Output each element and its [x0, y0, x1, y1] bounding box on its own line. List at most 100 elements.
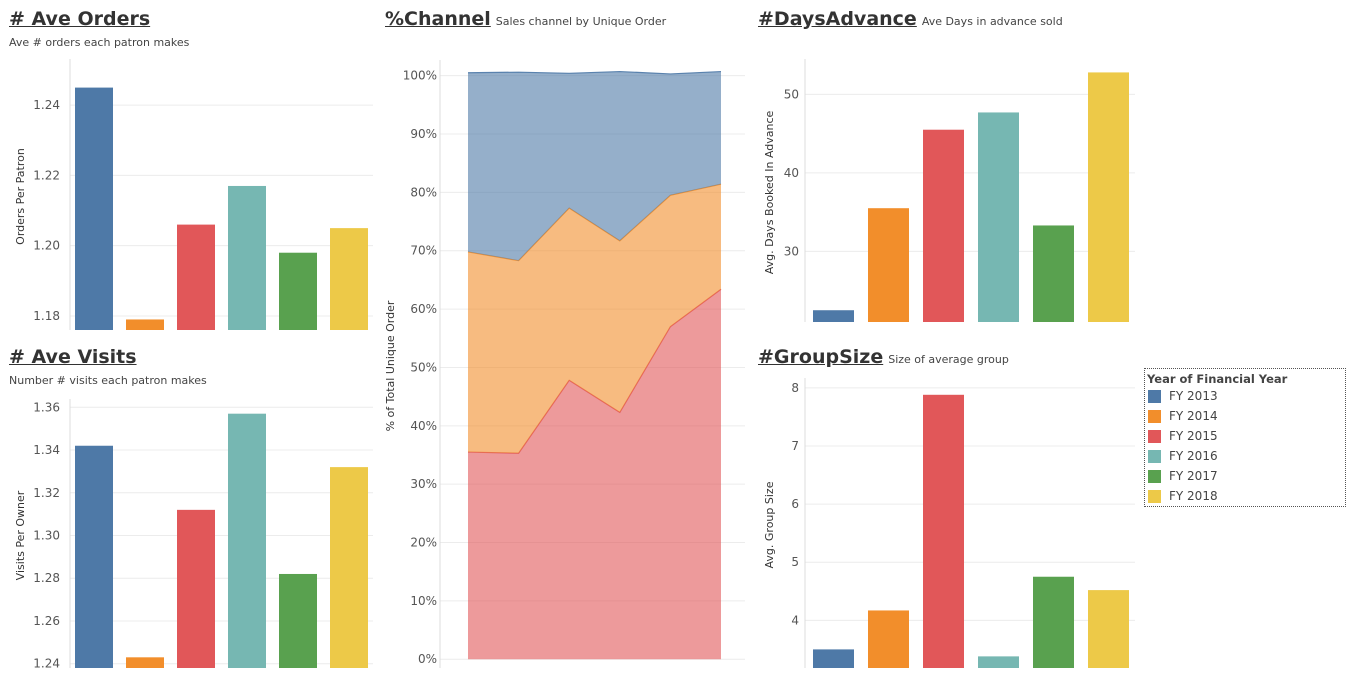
y-tick-label: 50 [784, 87, 799, 101]
bar-fy-2014 [868, 610, 909, 668]
area-series-1 [468, 184, 721, 454]
y-tick-label: 1.18 [33, 309, 60, 323]
ave-visits-title: # Ave Visits [9, 346, 137, 368]
ave-visits-subtitle: Number # visits each patron makes [9, 374, 207, 387]
ave-visits-title-block: # Ave Visits [9, 346, 137, 368]
ave-orders-title-block: # Ave Orders [9, 8, 150, 30]
bar-fy-2016 [978, 656, 1019, 668]
bar-fy-2016 [228, 413, 266, 668]
group-size-title-block: #GroupSize Size of average group [758, 346, 1009, 368]
y-tick-label: 0% [418, 652, 437, 666]
area-series-2 [468, 71, 721, 261]
area-series-line-2 [467, 70, 722, 75]
bar-fy-2014 [126, 657, 164, 668]
legend-item[interactable]: FY 2016 [1148, 446, 1345, 466]
y-tick-label: 90% [410, 127, 437, 141]
legend-label: FY 2017 [1169, 469, 1218, 483]
bar-fy-2014 [126, 319, 164, 330]
group-size-title: #GroupSize [758, 346, 884, 368]
y-axis-label: Visits Per Owner [14, 490, 27, 580]
bar-fy-2017 [1033, 576, 1074, 668]
channel-title-block: %Channel Sales channel by Unique Order [385, 8, 666, 30]
y-tick-label: 5 [791, 555, 799, 569]
y-axis-label: Avg. Group Size [763, 481, 776, 568]
bar-fy-2015 [177, 224, 215, 330]
bar-fy-2018 [330, 467, 368, 668]
channel-chart: 0% 10% 20% 30% 40% 50% 60% 70% 80% 90% 100% % of To… [384, 60, 745, 668]
y-tick-label: 6 [791, 497, 799, 511]
y-axis-label: % of Total Unique Order [384, 300, 397, 431]
bar-fy-2017 [279, 573, 317, 668]
y-tick-label: 30 [784, 244, 799, 258]
y-tick-label: 70% [410, 244, 437, 258]
legend-swatch [1148, 449, 1161, 463]
ave-orders-chart: 1.18 1.20 1.22 1.24 Orders Per Patron [14, 59, 373, 330]
group-size-chart: 4 5 6 7 8 Avg. Group Size [763, 378, 1135, 668]
y-tick-label: 1.32 [33, 486, 60, 500]
y-tick-label: 7 [791, 439, 799, 453]
ave-orders-title: # Ave Orders [9, 8, 151, 30]
y-tick-label: 1.22 [33, 168, 60, 182]
y-tick-label: 10% [410, 594, 437, 608]
bar-fy-2016 [228, 185, 266, 330]
bar-fy-2015 [177, 509, 215, 668]
legend-swatch [1148, 429, 1161, 443]
y-tick-label: 1.24 [33, 657, 60, 671]
bar-fy-2016 [978, 112, 1019, 322]
group-size-subtitle: Size of average group [888, 353, 1009, 366]
legend-item[interactable]: FY 2013 [1148, 386, 1345, 406]
ave-visits-chart: 1.24 1.26 1.28 1.30 1.32 1.34 1.36 Visits Per O… [14, 399, 373, 671]
legend-title: Year of Financial Year [1147, 372, 1288, 386]
y-tick-label: 40 [784, 166, 799, 180]
y-tick-label: 4 [791, 613, 799, 627]
legend-label: FY 2014 [1169, 409, 1218, 423]
y-tick-label: 1.34 [33, 443, 60, 457]
channel-subtitle: Sales channel by Unique Order [495, 15, 667, 28]
legend-item[interactable]: FY 2015 [1148, 426, 1345, 446]
legend-item[interactable]: FY 2017 [1148, 466, 1345, 486]
y-axis-label: Orders Per Patron [14, 148, 27, 245]
legend-item[interactable]: FY 2014 [1148, 406, 1345, 426]
bar-fy-2018 [1088, 72, 1129, 322]
legend-items: FY 2013 FY 2014 FY 2015 FY 2016 FY 2017 FY 20… [1145, 386, 1345, 506]
legend-label: FY 2015 [1169, 429, 1218, 443]
y-tick-label: 1.28 [33, 571, 60, 585]
legend-swatch [1148, 389, 1161, 403]
y-tick-label: 50% [410, 360, 437, 374]
bar-fy-2015 [923, 129, 964, 322]
y-tick-label: 20% [410, 536, 437, 550]
days-advance-title: #DaysAdvance [758, 8, 917, 30]
bar-fy-2013 [813, 310, 854, 322]
y-tick-label: 1.36 [33, 400, 60, 414]
legend-swatch [1148, 469, 1161, 483]
legend-label: FY 2018 [1169, 489, 1218, 503]
y-tick-label: 60% [410, 302, 437, 316]
bar-fy-2013 [75, 445, 113, 668]
legend-label: FY 2016 [1169, 449, 1218, 463]
channel-title: %Channel [385, 8, 491, 30]
y-tick-label: 100% [403, 69, 437, 83]
bar-fy-2013 [813, 649, 854, 668]
legend-label: FY 2013 [1169, 389, 1218, 403]
y-axis-label: Avg. Days Booked In Advance [763, 110, 776, 274]
days-advance-subtitle: Ave Days in advance sold [921, 15, 1063, 28]
area-series-0 [468, 289, 721, 660]
legend-item[interactable]: FY 2018 [1148, 486, 1345, 506]
bar-fy-2017 [279, 252, 317, 330]
bar-fy-2018 [1088, 590, 1129, 668]
legend-swatch [1148, 489, 1161, 503]
bar-fy-2013 [75, 87, 113, 330]
year-legend[interactable]: Year of Financial Year FY 2013 FY 2014 FY … [1144, 368, 1346, 507]
y-tick-label: 8 [791, 381, 799, 395]
days-advance-title-block: #DaysAdvance Ave Days in advance sold [758, 8, 1063, 30]
days-advance-chart: 30 40 50 Avg. Days Booked In Advance [763, 59, 1135, 322]
y-tick-label: 30% [410, 477, 437, 491]
bar-fy-2017 [1033, 225, 1074, 322]
y-tick-label: 1.26 [33, 614, 60, 628]
bar-fy-2015 [923, 394, 964, 668]
y-tick-label: 80% [410, 185, 437, 199]
bar-fy-2014 [868, 208, 909, 322]
legend-swatch [1148, 409, 1161, 423]
ave-orders-subtitle: Ave # orders each patron makes [9, 36, 190, 49]
y-tick-label: 40% [410, 419, 437, 433]
